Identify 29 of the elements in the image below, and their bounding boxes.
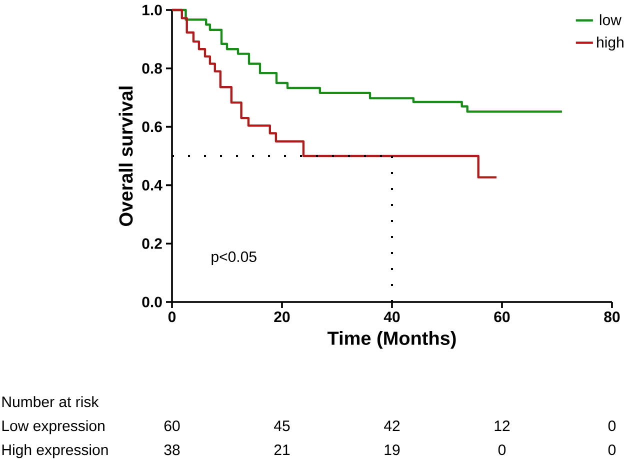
annotation: p<0.05 <box>212 251 256 265</box>
text: 21 <box>274 444 290 455</box>
x-tick-label: 20 <box>274 312 290 322</box>
text: 12 <box>494 420 510 432</box>
text: 45 <box>274 420 290 432</box>
text: 0 <box>498 444 506 456</box>
x-tick-label: 0 <box>168 312 176 322</box>
x-axis-title: Time (Months) <box>327 331 456 349</box>
x-tick-label: 60 <box>494 312 510 322</box>
y-tick-label: 0.4 <box>142 180 162 191</box>
text: 38 <box>164 444 180 456</box>
legend-label: high <box>597 36 624 51</box>
y-tick-label: 0.8 <box>142 63 162 74</box>
text: Low expression <box>2 420 104 434</box>
text: 0 <box>608 420 616 432</box>
y-axis-title: Overall survival <box>118 86 133 226</box>
y-tick-label: 0.2 <box>142 238 162 249</box>
text: 60 <box>164 420 180 432</box>
text: 19 <box>384 444 400 456</box>
x-tick-label: 40 <box>384 312 400 322</box>
legend-label: low <box>600 14 622 26</box>
text: 42 <box>384 420 400 432</box>
y-tick-label: 0.0 <box>142 296 162 308</box>
x-tick-label: 80 <box>604 312 620 322</box>
y-tick-label: 0.6 <box>142 121 162 132</box>
y-tick-label: 1.0 <box>142 4 162 16</box>
text: 0 <box>608 444 616 456</box>
text: High expression <box>2 444 108 458</box>
text: Number at risk <box>2 396 99 408</box>
